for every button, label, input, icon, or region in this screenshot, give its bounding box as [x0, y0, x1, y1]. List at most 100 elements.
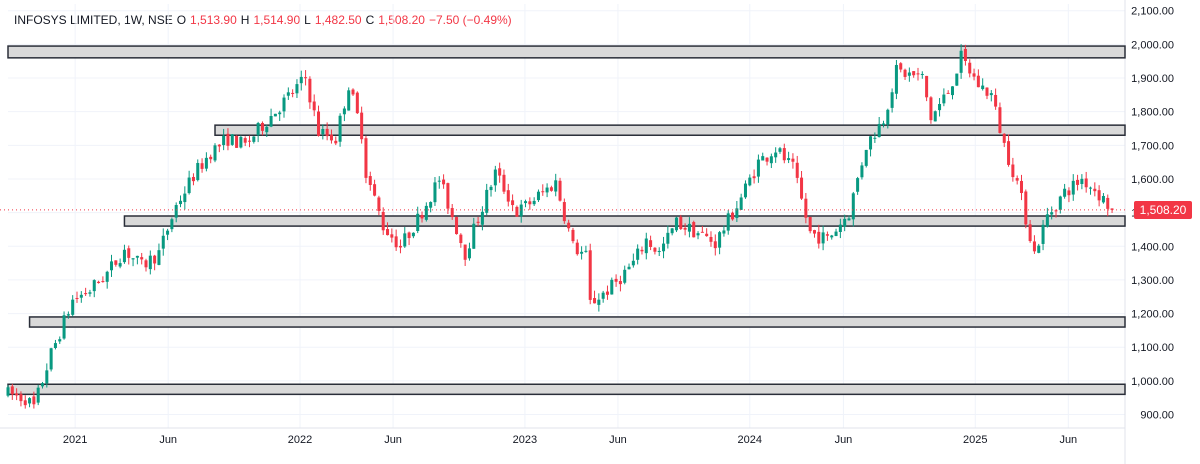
candle-up: [1063, 188, 1067, 197]
candle-up: [105, 271, 109, 282]
candle-up: [627, 266, 631, 270]
candle-down: [75, 298, 79, 300]
candle-down: [679, 216, 683, 229]
candle-up: [286, 92, 290, 96]
candle-down: [398, 245, 402, 248]
candle-up: [1045, 214, 1049, 227]
candle-up: [135, 255, 139, 258]
price-tick-label: 1,300.00: [1131, 275, 1174, 287]
candle-up: [873, 137, 877, 139]
candle-up: [1058, 196, 1062, 210]
candle-up: [273, 113, 277, 117]
candle-down: [217, 144, 221, 147]
candle-up: [942, 94, 946, 104]
time-tick-label: Jun: [384, 434, 402, 446]
candle-down: [800, 177, 804, 199]
zone-rectangle: [7, 383, 1126, 396]
candle-up: [179, 200, 183, 205]
candle-up: [830, 235, 834, 238]
candle-down: [1024, 191, 1028, 225]
candle-up: [959, 50, 963, 73]
candle-up: [981, 85, 985, 90]
candle-down: [1002, 133, 1006, 143]
candle-up: [92, 280, 96, 292]
candle-up: [938, 104, 942, 111]
candle-down: [153, 255, 157, 264]
candle-down: [899, 63, 903, 70]
candle-up: [157, 250, 161, 265]
candle-down: [1093, 188, 1097, 192]
candle-down: [817, 231, 821, 244]
candle-up: [584, 250, 588, 252]
candle-up: [1101, 195, 1105, 203]
candle-up: [166, 230, 170, 235]
candle-up: [493, 169, 497, 186]
candle-down: [308, 78, 312, 103]
candle-down: [562, 202, 566, 222]
candle-down: [386, 229, 390, 236]
candle-down: [329, 134, 333, 141]
candle-down: [97, 281, 101, 284]
candle-down: [450, 208, 454, 218]
candle-up: [230, 134, 234, 145]
candle-down: [963, 48, 967, 61]
candle-up: [636, 248, 640, 260]
candle-up: [597, 299, 601, 305]
candle-up: [45, 370, 49, 384]
candle-down: [705, 233, 709, 237]
candle-down: [946, 92, 950, 94]
open-value: 1,513.90: [190, 13, 237, 27]
time-tick-label: Jun: [1059, 434, 1077, 446]
candle-up: [748, 177, 752, 186]
candle-up: [429, 202, 433, 208]
candle-up: [886, 109, 890, 125]
candle-down: [549, 187, 553, 191]
candle-up: [40, 383, 45, 387]
candle-up: [933, 111, 937, 122]
candle-up: [347, 90, 351, 111]
zone-rectangle: [123, 215, 1126, 227]
candle-down: [709, 236, 713, 242]
time-tick-label: 2024: [738, 434, 762, 446]
time-tick-label: 2021: [63, 434, 87, 446]
price-tick-label: 1,900.00: [1131, 73, 1174, 85]
candle-down: [455, 217, 459, 235]
candle-up: [131, 258, 135, 260]
symbol-label: INFOSYS LIMITED, 1W, NSE: [14, 13, 173, 27]
candle-up: [726, 213, 730, 231]
candle-up: [1080, 178, 1084, 185]
candle-up: [864, 149, 868, 166]
candle-down: [407, 232, 411, 239]
candle-up: [894, 64, 898, 94]
candle-up: [148, 255, 152, 270]
candle-up: [472, 223, 476, 249]
candle-down: [10, 386, 14, 395]
candle-down: [23, 400, 27, 406]
candle-up: [196, 162, 200, 181]
candle-down: [808, 216, 812, 232]
candle-up: [403, 233, 407, 247]
candle-down: [226, 133, 230, 146]
candle-up: [342, 108, 346, 115]
candle-up: [269, 116, 273, 127]
high-value: 1,514.90: [253, 13, 301, 27]
time-tick-label: Jun: [609, 434, 627, 446]
candle-down: [765, 157, 769, 162]
candle-up: [696, 233, 700, 236]
candle-up: [49, 348, 53, 370]
candle-down: [291, 92, 295, 94]
candle-up: [722, 230, 726, 234]
candle-up: [955, 73, 959, 86]
candle-up: [524, 201, 528, 204]
candle-down: [476, 221, 480, 223]
candle-down: [312, 101, 316, 111]
candle-up: [666, 232, 670, 244]
candle-down: [567, 222, 571, 229]
price-tick-label: 1,100.00: [1131, 342, 1174, 354]
candle-up: [122, 249, 126, 263]
candle-down: [101, 281, 105, 283]
chart-legend: INFOSYS LIMITED, 1W, NSE O 1,513.90 H 1,51…: [14, 13, 512, 27]
candle-up: [213, 145, 217, 161]
candle-down: [916, 73, 920, 75]
